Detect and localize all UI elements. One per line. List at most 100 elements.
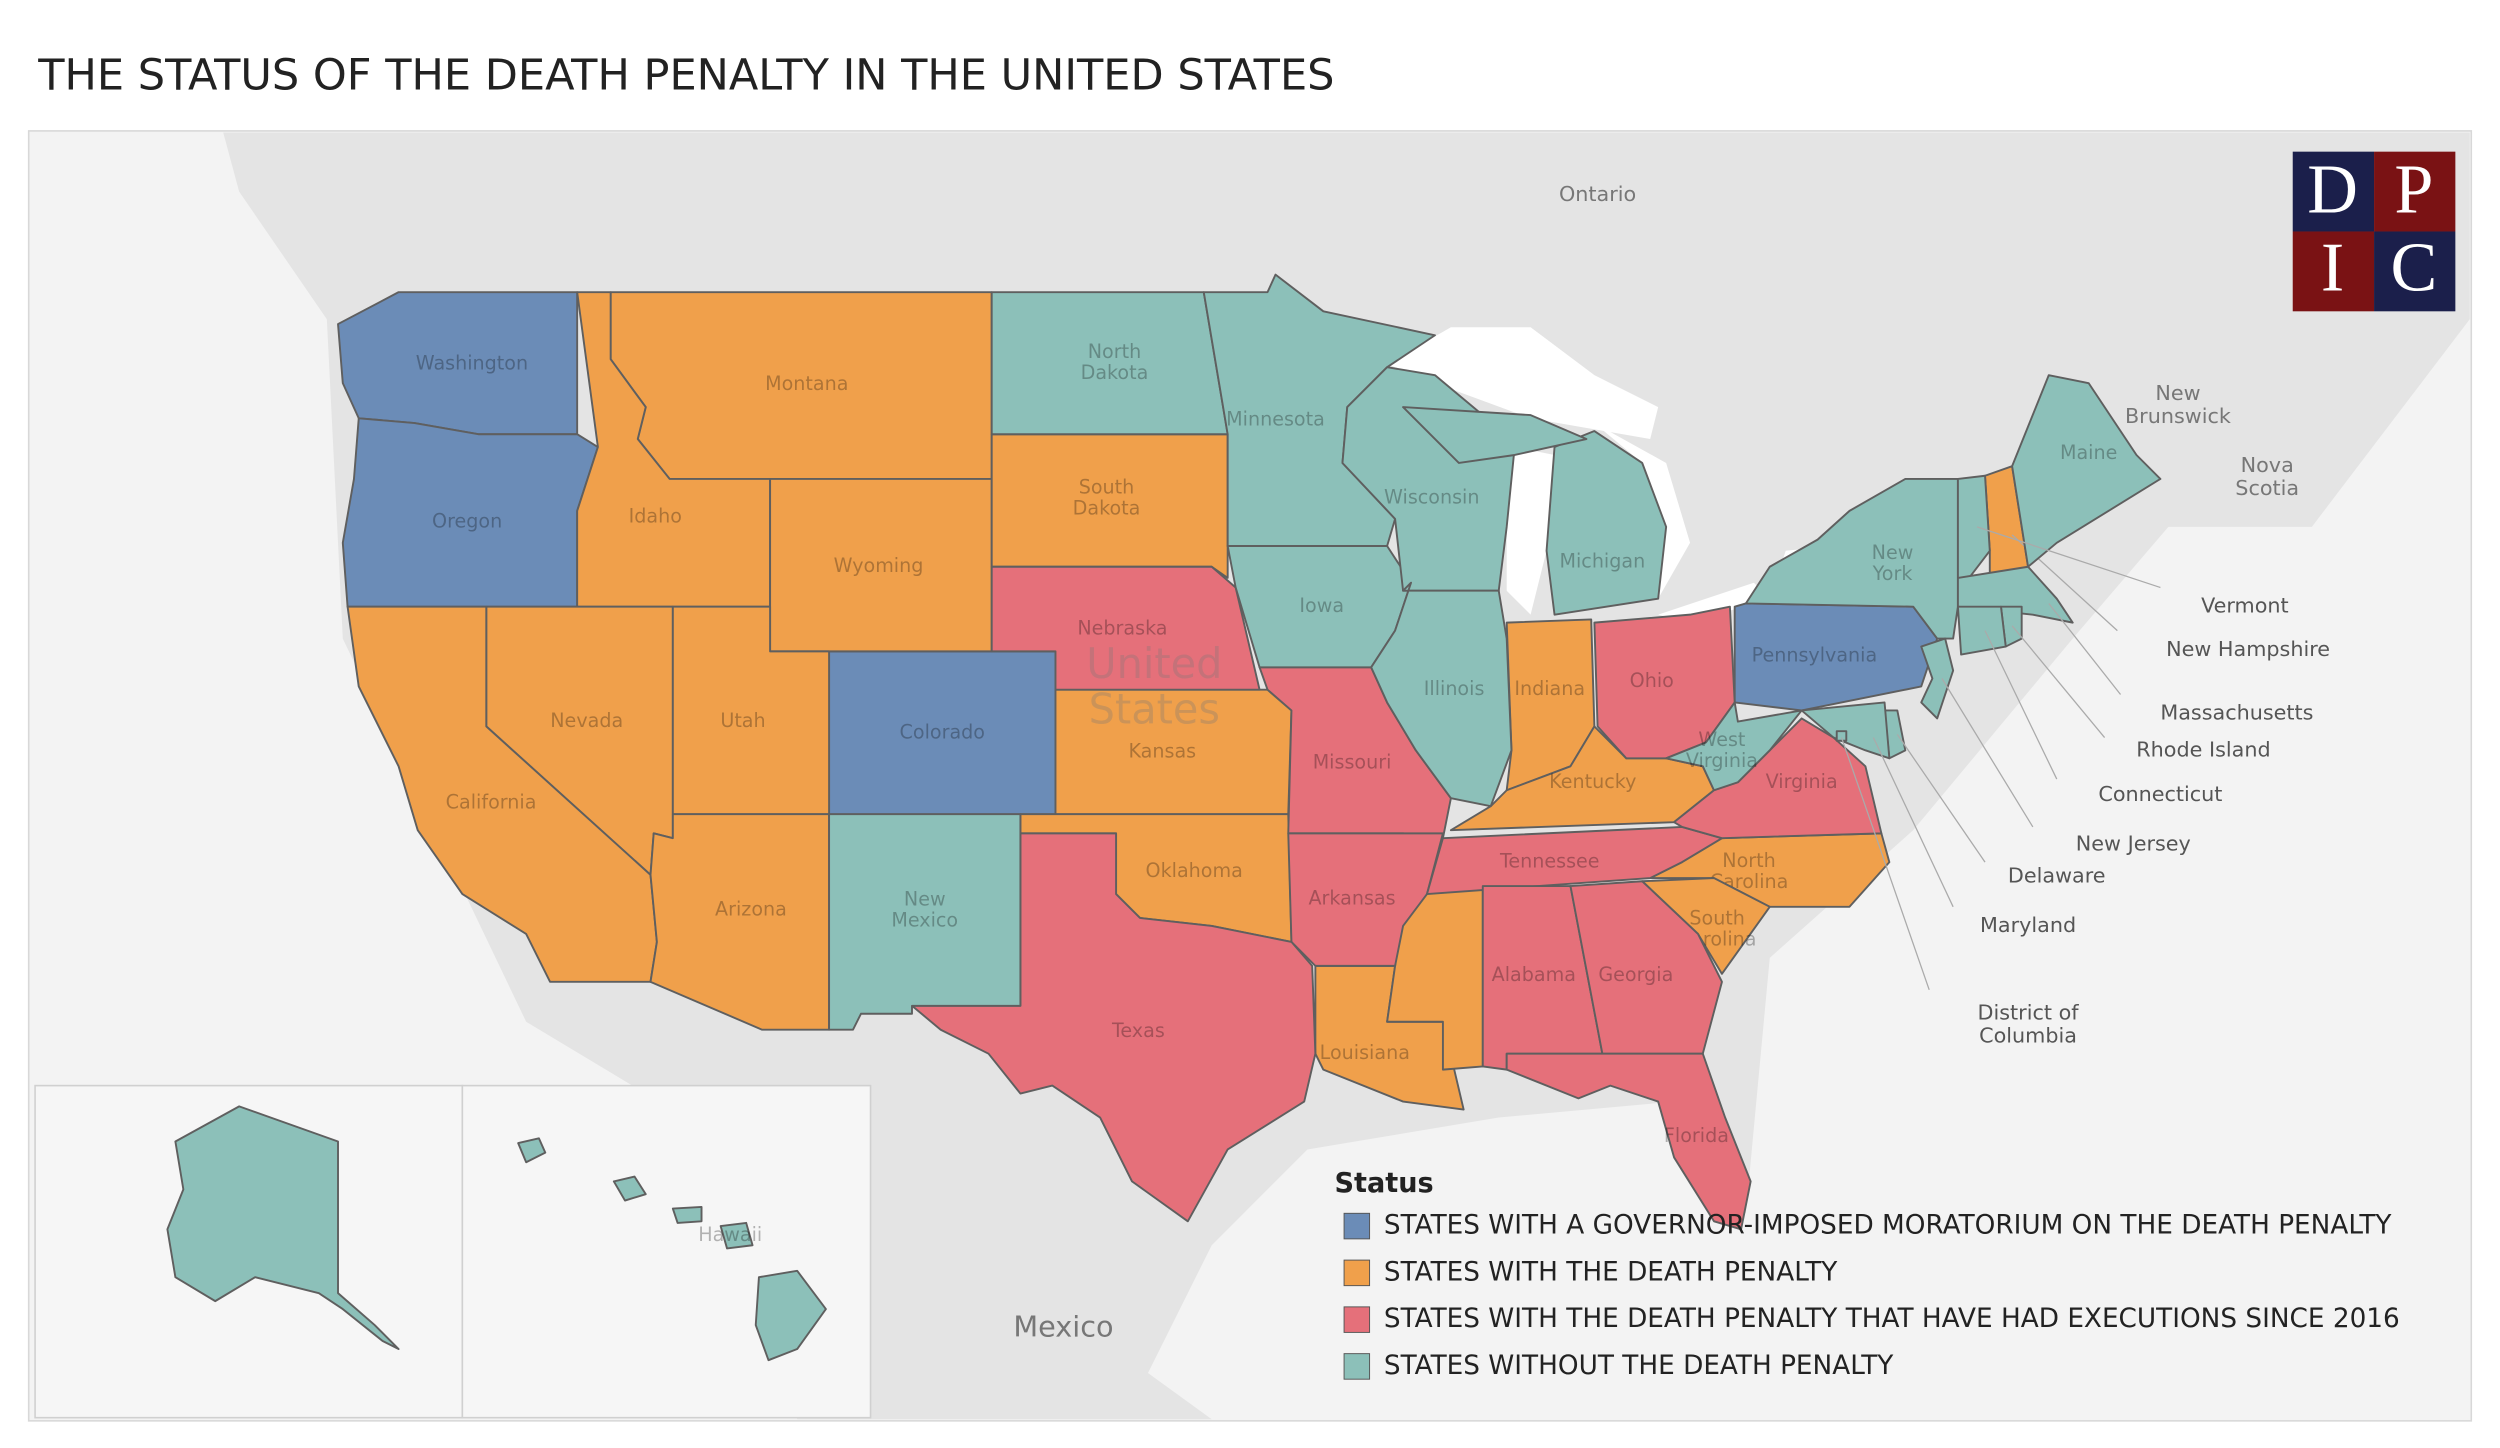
state-label: New Mexico <box>891 887 958 931</box>
state-group: Delaware <box>1883 709 2106 887</box>
state-label: Illinois <box>1424 677 1485 700</box>
logo-cell <box>2292 231 2375 312</box>
state <box>346 605 658 983</box>
state-label: Tennessee <box>1499 850 1600 873</box>
state-group: Idaho <box>576 291 772 608</box>
hawaii-inset <box>461 1084 872 1419</box>
leader-line <box>1872 737 1954 908</box>
logo-cell <box>2374 231 2456 312</box>
state-group: Rhode Island <box>2000 605 2271 761</box>
state-group: Oregon <box>341 417 599 608</box>
state-group: Arkansas <box>1287 832 1444 967</box>
state-group: Connecticut <box>1956 605 2222 806</box>
state-label: Alabama <box>1492 963 1576 986</box>
state-group: Ohio <box>1593 605 1736 760</box>
state-label: New Hampshire <box>2166 637 2330 661</box>
state-label: Iowa <box>1299 594 1344 617</box>
state-label: Colorado <box>900 720 985 743</box>
legend-swatch <box>1343 1306 1371 1333</box>
state-label: South Dakota <box>1073 475 1141 519</box>
state-group: New York <box>1744 477 1959 640</box>
state <box>1956 474 1991 579</box>
state <box>671 1205 703 1224</box>
state <box>2011 374 2162 568</box>
state <box>719 1221 754 1250</box>
leader-line <box>1976 526 2161 589</box>
state-label: Wisconsin <box>1384 486 1479 509</box>
legend: STATES WITH A GOVERNOR-IMPOSED MORATORIU… <box>1343 1211 2400 1381</box>
legend-title: Status <box>1335 1168 1434 1199</box>
state-label: New York <box>1872 541 1914 585</box>
state-group: Washington <box>337 291 579 436</box>
state-label: Minnesota <box>1226 407 1325 430</box>
state-label: Texas <box>1111 1019 1165 1042</box>
state <box>1920 637 1955 720</box>
lake <box>1658 582 1770 623</box>
legend-swatch <box>1343 1212 1371 1240</box>
state-label: Oklahoma <box>1146 859 1243 882</box>
state-label: Virginia <box>1766 770 1838 793</box>
state-label: Kentucky <box>1549 770 1636 793</box>
state <box>990 565 1261 691</box>
state-group: Nebraska <box>990 565 1261 691</box>
state-label: Connecticut <box>2098 782 2222 806</box>
logo-letter: C <box>2391 229 2438 307</box>
place-label: Nova Scotia <box>2235 453 2299 500</box>
state-group: South Dakota <box>990 433 1229 579</box>
state-label: Missouri <box>1313 751 1392 774</box>
place-label: New Brunswick <box>2125 381 2231 428</box>
state-label: Washington <box>416 351 528 374</box>
state-group: Arizona <box>649 813 831 1031</box>
state-group: Wyoming <box>769 477 993 653</box>
legend-label: STATES WITH THE DEATH PENALTY THAT HAVE … <box>1384 1304 2400 1334</box>
legend-label: STATES WITHOUT THE DEATH PENALTY <box>1384 1351 1894 1381</box>
state-group <box>166 1105 400 1350</box>
state <box>1545 430 1668 616</box>
state-label: Hawaii <box>698 1223 762 1246</box>
state <box>1835 730 1848 742</box>
states: Washington Oregon Colorado Pennsylvania Mont… <box>166 273 2330 1362</box>
state <box>911 832 1317 1223</box>
state <box>576 291 772 608</box>
state <box>166 1105 400 1350</box>
state <box>1370 581 1513 808</box>
leader-line <box>1984 630 2058 780</box>
state-label: Idaho <box>629 505 682 528</box>
state-group: Alabama <box>1481 885 1604 1071</box>
leader-line <box>2048 603 2122 695</box>
state-label: Massachusetts <box>2160 701 2313 725</box>
state-group: Hawaii <box>517 1137 827 1362</box>
state-label: Nevada <box>550 709 623 732</box>
legend-label: STATES WITH A GOVERNOR-IMPOSED MORATORIU… <box>1384 1211 2392 1241</box>
state-label: Delaware <box>2008 863 2106 887</box>
state-label: Wyoming <box>834 554 924 577</box>
state-group: North Dakota <box>990 291 1229 436</box>
state-label: Ohio <box>1630 669 1674 692</box>
state-label: Nebraska <box>1077 617 1167 640</box>
leader-line <box>1941 678 2034 828</box>
leader-line <box>2011 625 2106 738</box>
state <box>612 1175 647 1202</box>
state-group: New Jersey <box>1920 637 2191 856</box>
state-group: New Mexico <box>828 813 1022 1031</box>
state-group: Michigan <box>1402 406 1668 616</box>
state <box>754 1269 827 1362</box>
state-group: District of Columbia <box>1835 730 2079 1047</box>
leader-line <box>1896 734 1986 863</box>
legend-swatch <box>1343 1353 1371 1380</box>
place-label: United States <box>1086 639 1222 734</box>
logo-cell <box>2292 151 2375 232</box>
legend-swatch <box>1343 1259 1371 1287</box>
state-label: West Virginia <box>1686 727 1758 771</box>
lake <box>1594 423 1691 599</box>
state-group: Florida <box>1505 1052 1752 1231</box>
logo-letter: D <box>2307 150 2358 228</box>
state <box>1505 1052 1752 1231</box>
state-label: Maryland <box>1980 913 2076 937</box>
state-group: Texas <box>911 832 1317 1223</box>
place-label: Mexico <box>1013 1309 1113 1343</box>
state-group: California <box>346 605 658 983</box>
